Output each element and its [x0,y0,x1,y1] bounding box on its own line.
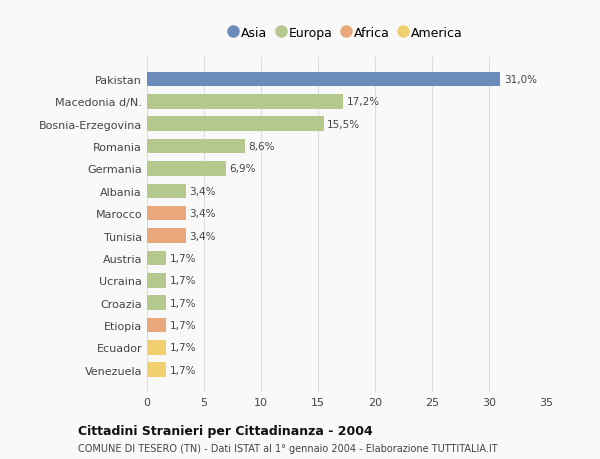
Bar [147,296,166,310]
Bar [147,251,166,266]
Text: 1,7%: 1,7% [170,343,196,353]
Bar [147,73,500,87]
Text: 3,4%: 3,4% [189,186,215,196]
Bar [147,274,166,288]
Text: 1,7%: 1,7% [170,253,196,263]
Bar [147,162,226,176]
Bar [147,341,166,355]
Text: 1,7%: 1,7% [170,276,196,285]
Text: 3,4%: 3,4% [189,209,215,219]
Bar [147,95,343,109]
Text: 1,7%: 1,7% [170,365,196,375]
Text: 15,5%: 15,5% [327,119,360,129]
Text: 3,4%: 3,4% [189,231,215,241]
Text: 8,6%: 8,6% [248,142,275,152]
Bar [147,318,166,333]
Bar [147,184,186,199]
Bar [147,140,245,154]
Text: 1,7%: 1,7% [170,298,196,308]
Text: COMUNE DI TESERO (TN) - Dati ISTAT al 1° gennaio 2004 - Elaborazione TUTTITALIA.: COMUNE DI TESERO (TN) - Dati ISTAT al 1°… [78,443,497,453]
Bar [147,117,324,132]
Bar [147,363,166,377]
Legend: Asia, Europa, Africa, America: Asia, Europa, Africa, America [226,23,467,44]
Bar [147,207,186,221]
Text: 6,9%: 6,9% [229,164,256,174]
Text: Cittadini Stranieri per Cittadinanza - 2004: Cittadini Stranieri per Cittadinanza - 2… [78,424,373,437]
Bar [147,229,186,243]
Text: 31,0%: 31,0% [504,75,537,85]
Text: 1,7%: 1,7% [170,320,196,330]
Text: 17,2%: 17,2% [347,97,380,107]
